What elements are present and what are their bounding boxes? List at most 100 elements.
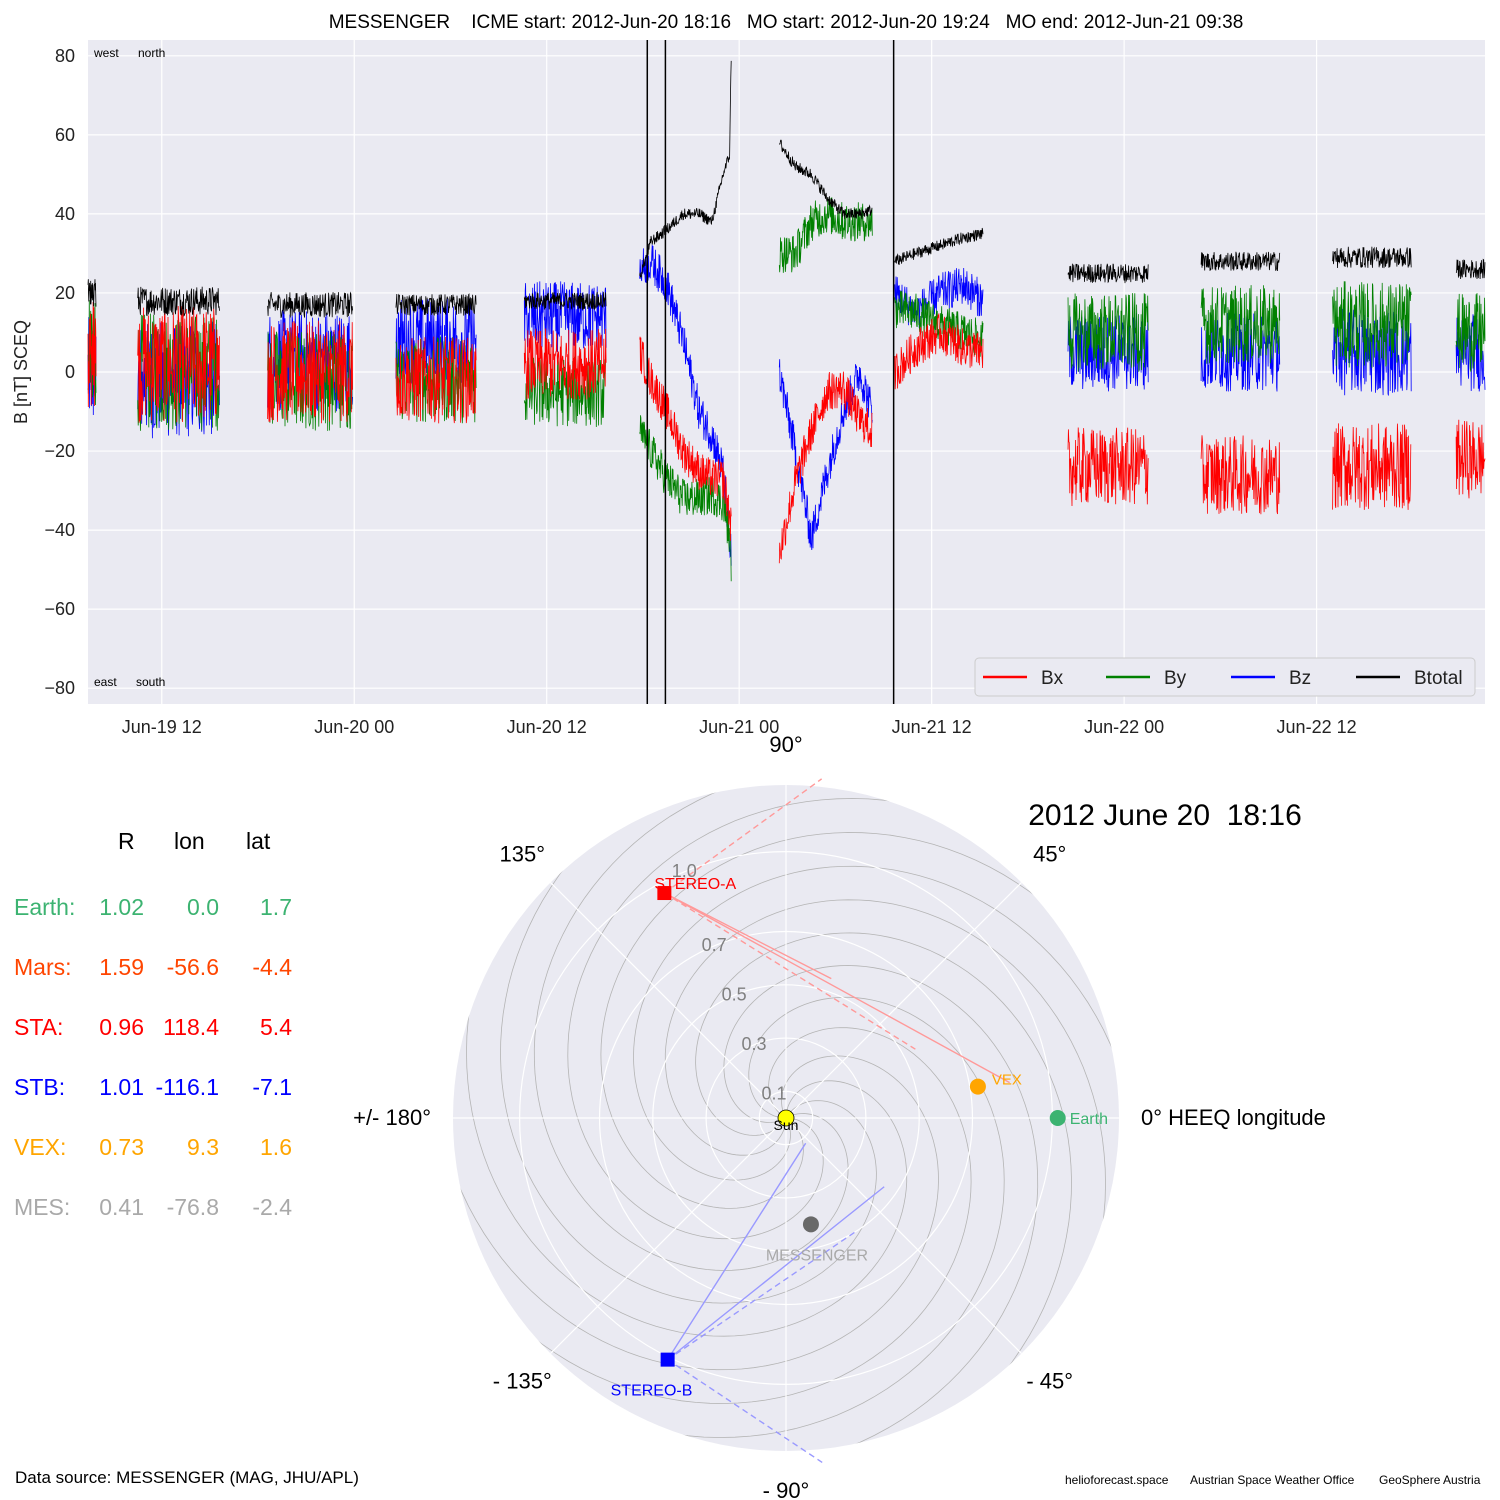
trace-btotal <box>523 291 607 310</box>
credit-asws: Austrian Space Weather Office <box>1190 1473 1355 1487</box>
row-r: 1.59 <box>99 954 144 980</box>
trace-by <box>1332 281 1412 368</box>
polar-spoke <box>785 1117 1022 1354</box>
fov-line-stereo-b <box>667 1230 857 1361</box>
angle-label: - 90° <box>763 1478 810 1500</box>
trace-by <box>1200 285 1281 364</box>
row-label: Earth: <box>14 894 76 920</box>
trace-by <box>1455 293 1486 372</box>
trace-bx <box>137 305 220 423</box>
x-tick-label: Jun-20 12 <box>507 717 587 737</box>
timeseries-title: MESSENGER ICME start: 2012-Jun-20 18:16 … <box>329 12 1244 33</box>
corner-label-east: east <box>94 675 117 689</box>
row-r: 0.96 <box>99 1014 144 1040</box>
fov-line-stereo-b <box>667 1142 807 1361</box>
trace-bx <box>1455 419 1486 499</box>
label-stereo-a: STEREO-A <box>654 876 736 893</box>
data-source: Data source: MESSENGER (MAG, JHU/APL) <box>15 1468 359 1487</box>
trace-bz <box>778 359 873 551</box>
label-stereo-b: STEREO-B <box>611 1383 693 1400</box>
trace-btotal <box>1067 263 1149 284</box>
corner-label-south: south <box>136 675 165 689</box>
row-r: 1.02 <box>99 894 144 920</box>
angle-label: - 45° <box>1026 1369 1073 1394</box>
fov-line-stereo-a <box>663 778 823 894</box>
label-messenger: MESSENGER <box>766 1247 868 1264</box>
trace-btotal <box>1332 246 1412 269</box>
polar-spoke <box>550 1117 787 1354</box>
label-vex: VEX <box>992 1072 1022 1089</box>
angle-label: +/- 180° <box>353 1105 431 1130</box>
credit-helioforecast: helioforecast.space <box>1065 1473 1169 1487</box>
row-label: VEX: <box>14 1134 67 1160</box>
y-tick-label: 20 <box>55 283 75 303</box>
y-axis-label: B [nT] SCEQ <box>11 320 31 424</box>
y-tick-label: 60 <box>55 125 75 145</box>
row-lon: -76.8 <box>166 1194 219 1220</box>
marker-sun <box>777 1109 795 1127</box>
row-lat: -4.4 <box>252 954 292 980</box>
trace-bx <box>1200 435 1281 515</box>
trace-bx <box>1067 427 1149 507</box>
trace-by <box>639 415 732 582</box>
marker-messenger <box>802 1216 819 1233</box>
label-earth: Earth <box>1070 1111 1108 1128</box>
trace-btotal <box>778 139 873 219</box>
row-lat: 1.6 <box>260 1134 292 1160</box>
x-tick-label: Jun-19 12 <box>122 717 202 737</box>
r-tick-label: 0.7 <box>702 935 727 955</box>
event-lines <box>646 40 895 704</box>
row-lat: 5.4 <box>260 1014 292 1040</box>
polar-date-title: 2012 June 20 18:16 <box>1028 799 1302 832</box>
positions-row: STB: 1.01 -116.1 -7.1 <box>14 1074 314 1104</box>
trace-btotal <box>639 60 732 278</box>
trace-bx <box>395 336 477 424</box>
trace-btotal <box>87 279 97 307</box>
trace-bz <box>1455 314 1486 392</box>
legend-label-btotal: Btotal <box>1414 668 1463 689</box>
x-tick-label: Jun-21 12 <box>892 717 972 737</box>
row-label: STA: <box>14 1014 64 1040</box>
header-lon: lon <box>174 828 205 854</box>
credit-geosphere: GeoSphere Austria <box>1379 1473 1481 1487</box>
row-lat: 1.7 <box>260 894 292 920</box>
x-tick-label: Jun-22 00 <box>1084 717 1164 737</box>
r-tick-label: 0.3 <box>742 1034 767 1054</box>
corner-label-north: north <box>138 46 165 60</box>
timeseries-data <box>87 60 1486 582</box>
trace-btotal <box>395 293 477 316</box>
trace-by <box>894 290 984 357</box>
row-lon: 0.0 <box>187 894 219 920</box>
legend-label-by: By <box>1164 668 1187 689</box>
marker-stereo-a <box>657 886 672 901</box>
row-lon: -116.1 <box>155 1074 219 1100</box>
y-tick-label: 80 <box>55 46 75 66</box>
positions-row: STA: 0.96 118.4 5.4 <box>14 1014 314 1044</box>
row-r: 0.41 <box>99 1194 144 1220</box>
trace-bx <box>778 371 873 564</box>
r-tick-label: 0.5 <box>722 984 747 1004</box>
positions-row: Mars: 1.59 -56.6 -4.4 <box>14 954 314 984</box>
trace-bx <box>1332 423 1412 510</box>
x-tick-label: Jun-21 00 <box>699 717 779 737</box>
angle-label: 45° <box>1033 841 1066 866</box>
timeseries-ticks: −80 −60 −40 −20 0 20 40 60 80 Jun-19 12 Jun-20 00 J… <box>44 46 1356 737</box>
angle-label: 135° <box>500 841 546 866</box>
row-r: 1.01 <box>99 1074 144 1100</box>
marker-earth <box>1049 1110 1066 1126</box>
y-tick-label: −20 <box>44 441 75 461</box>
trace-bx <box>523 328 607 400</box>
legend-label-bz: Bz <box>1289 668 1311 689</box>
label-sun: Sun <box>774 1117 799 1133</box>
positions-row: MES: 0.41 -76.8 -2.4 <box>14 1194 314 1224</box>
trace-by <box>1067 293 1149 372</box>
r-tick-label: 0.1 <box>762 1083 787 1103</box>
fov-line-stereo-a <box>664 892 832 980</box>
trace-btotal <box>137 286 220 317</box>
x-tick-label: Jun-20 00 <box>314 717 394 737</box>
trace-btotal <box>1200 251 1281 272</box>
row-label: Mars: <box>14 954 72 980</box>
row-lon: 9.3 <box>187 1134 219 1160</box>
marker-stereo-b <box>660 1352 675 1367</box>
header-lat: lat <box>246 828 271 854</box>
